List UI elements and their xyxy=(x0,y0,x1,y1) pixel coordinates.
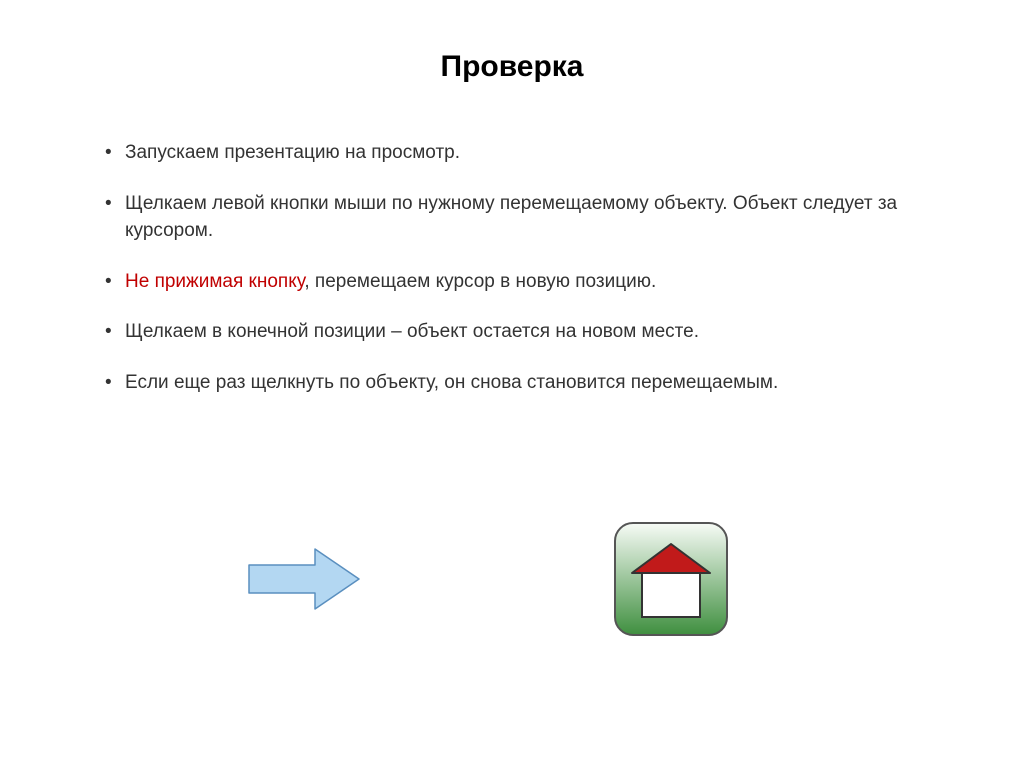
bullet-item: Щелкаем в конечной позиции – объект оста… xyxy=(105,318,949,346)
bullet-list: Запускаем презентацию на просмотр. Щелка… xyxy=(75,139,949,396)
bullet-red-lead: Не прижимая кнопку xyxy=(125,271,304,292)
bullet-text: Запускаем презентацию на просмотр. xyxy=(125,142,460,163)
next-arrow-button[interactable] xyxy=(245,545,363,618)
bullet-text: Если еще раз щелкнуть по объекту, он сно… xyxy=(125,372,778,393)
slide: Проверка Запускаем презентацию на просмо… xyxy=(0,0,1024,768)
bullet-item: Если еще раз щелкнуть по объекту, он сно… xyxy=(105,369,949,397)
bullet-text: Щелкаем левой кнопки мыши по нужному пер… xyxy=(125,193,897,242)
home-button[interactable] xyxy=(612,520,730,643)
bullet-item: Щелкаем левой кнопки мыши по нужному пер… xyxy=(105,190,949,245)
home-icon xyxy=(612,520,730,638)
bullet-text: Щелкаем в конечной позиции – объект оста… xyxy=(125,321,699,342)
bullet-item: Не прижимая кнопку, перемещаем курсор в … xyxy=(105,268,949,296)
bullet-item: Запускаем презентацию на просмотр. xyxy=(105,139,949,167)
icons-row xyxy=(0,520,1024,670)
slide-title: Проверка xyxy=(75,50,949,84)
arrow-right-icon xyxy=(245,545,363,613)
bullet-text: , перемещаем курсор в новую позицию. xyxy=(304,271,656,292)
